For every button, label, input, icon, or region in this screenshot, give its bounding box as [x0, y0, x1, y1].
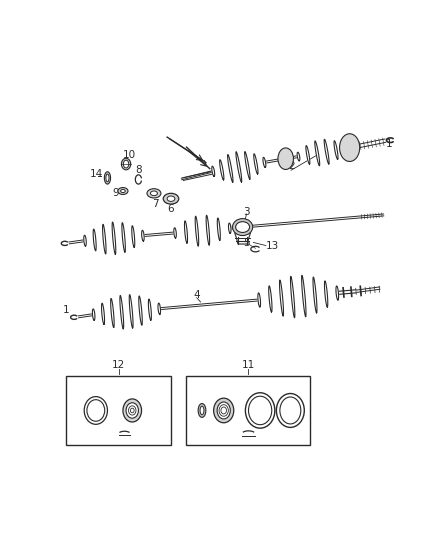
Polygon shape [102, 303, 105, 324]
Ellipse shape [163, 193, 179, 204]
Ellipse shape [221, 407, 226, 414]
Text: 1: 1 [385, 139, 392, 149]
Polygon shape [344, 144, 347, 152]
Ellipse shape [276, 393, 304, 427]
Text: 13: 13 [265, 240, 279, 251]
Text: 2: 2 [288, 161, 294, 172]
Polygon shape [84, 235, 86, 246]
Polygon shape [334, 141, 338, 159]
Text: 11: 11 [242, 360, 255, 370]
Polygon shape [228, 155, 233, 182]
Polygon shape [148, 299, 152, 320]
Ellipse shape [131, 408, 134, 413]
Polygon shape [302, 276, 306, 317]
Text: 8: 8 [135, 165, 142, 175]
Text: 14: 14 [90, 169, 103, 179]
Polygon shape [141, 230, 144, 241]
Ellipse shape [147, 189, 161, 198]
Ellipse shape [106, 174, 109, 182]
Polygon shape [120, 295, 124, 329]
Ellipse shape [121, 158, 131, 170]
Polygon shape [102, 224, 106, 254]
Text: 6: 6 [168, 205, 174, 214]
Polygon shape [219, 160, 224, 180]
Ellipse shape [87, 400, 105, 421]
Polygon shape [122, 223, 125, 252]
Ellipse shape [167, 196, 175, 201]
Polygon shape [212, 166, 215, 176]
Ellipse shape [339, 134, 360, 161]
Polygon shape [206, 215, 210, 245]
Ellipse shape [123, 399, 141, 422]
Polygon shape [279, 280, 283, 316]
Ellipse shape [126, 403, 138, 418]
Ellipse shape [120, 189, 125, 192]
Ellipse shape [219, 405, 228, 416]
Polygon shape [111, 298, 114, 327]
Text: 10: 10 [123, 150, 136, 160]
Ellipse shape [151, 191, 157, 196]
Polygon shape [254, 154, 258, 174]
Ellipse shape [128, 406, 136, 415]
Polygon shape [336, 286, 339, 300]
Polygon shape [92, 309, 95, 320]
Text: 5: 5 [243, 238, 250, 248]
Polygon shape [158, 303, 160, 314]
Ellipse shape [245, 393, 275, 428]
Polygon shape [325, 281, 328, 307]
Polygon shape [324, 139, 329, 164]
Polygon shape [184, 221, 187, 243]
Text: 4: 4 [194, 289, 200, 300]
Ellipse shape [236, 222, 250, 232]
Ellipse shape [280, 397, 301, 424]
Text: 1: 1 [63, 305, 70, 316]
Ellipse shape [233, 219, 253, 236]
Ellipse shape [198, 403, 206, 417]
Polygon shape [297, 152, 300, 161]
Polygon shape [245, 151, 250, 179]
Polygon shape [258, 293, 261, 307]
Polygon shape [306, 146, 310, 164]
Bar [187, 376, 311, 445]
Polygon shape [174, 228, 177, 238]
Polygon shape [263, 157, 266, 167]
Polygon shape [112, 222, 116, 254]
Polygon shape [229, 223, 231, 233]
Ellipse shape [217, 402, 230, 419]
Polygon shape [93, 229, 96, 251]
Polygon shape [236, 152, 242, 182]
Polygon shape [195, 216, 199, 246]
Text: 3: 3 [243, 207, 250, 217]
Ellipse shape [124, 160, 129, 168]
Ellipse shape [214, 398, 234, 423]
Polygon shape [217, 218, 220, 240]
Text: 12: 12 [112, 360, 125, 370]
Polygon shape [268, 286, 272, 312]
Polygon shape [129, 295, 133, 328]
Text: 9: 9 [112, 188, 119, 198]
Polygon shape [132, 226, 135, 247]
Text: 7: 7 [152, 199, 159, 209]
Polygon shape [290, 276, 295, 318]
Polygon shape [315, 141, 320, 166]
Polygon shape [139, 296, 142, 325]
Ellipse shape [118, 188, 128, 195]
Ellipse shape [248, 396, 272, 425]
Ellipse shape [200, 406, 204, 415]
Polygon shape [313, 277, 317, 313]
Bar [67, 376, 171, 445]
Ellipse shape [84, 397, 107, 424]
Ellipse shape [278, 148, 293, 169]
Ellipse shape [104, 172, 110, 184]
